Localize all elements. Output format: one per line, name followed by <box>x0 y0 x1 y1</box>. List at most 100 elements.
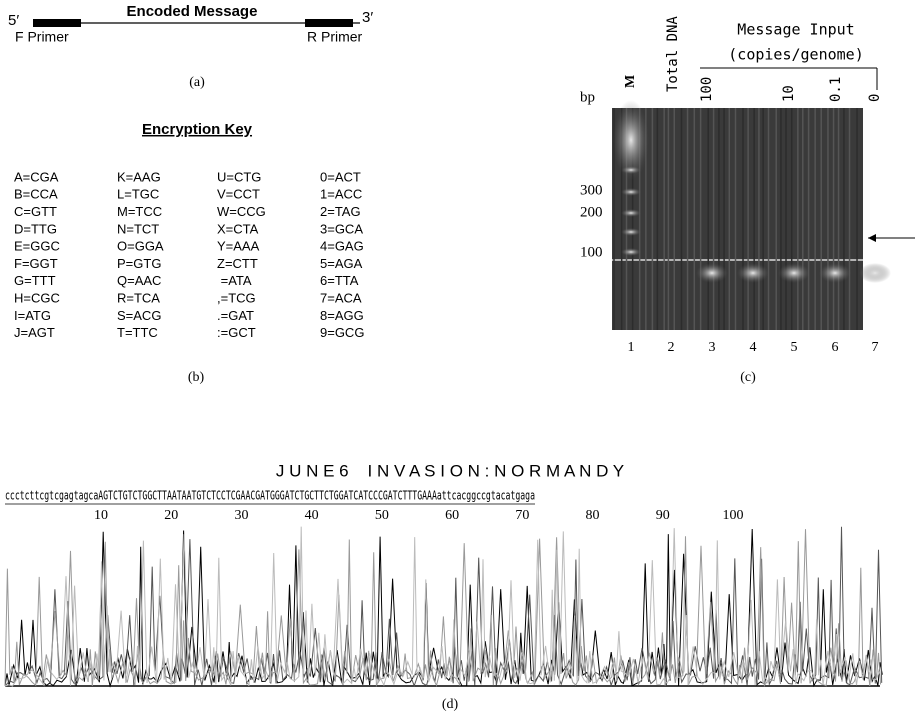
key-entry: D=TTG <box>14 221 57 236</box>
panel-a: 5′ 3′ Encoded Message F Primer R Primer … <box>8 3 373 90</box>
panel-label: (d) <box>442 697 459 712</box>
input-title: Message Input <box>737 21 854 39</box>
ladder-band <box>621 166 641 174</box>
key-entry: I=ATG <box>14 308 51 323</box>
key-entry: L=TGC <box>117 187 159 202</box>
bp-label: bp <box>580 89 595 105</box>
product-band <box>778 263 810 283</box>
r-primer: R Primer <box>307 29 363 45</box>
message-title: J U N E 6 I N V A S I O N : N O R M A N … <box>276 461 624 480</box>
key-entry: E=GGC <box>14 239 60 254</box>
key-entry: O=GGA <box>117 239 164 254</box>
key-entry: Y=AAA <box>217 239 260 254</box>
product-band <box>737 263 769 283</box>
position-tick: 50 <box>375 508 389 523</box>
key-entry: W=CCG <box>217 204 266 219</box>
f-primer: F Primer <box>15 29 69 45</box>
product-band <box>859 263 891 283</box>
input-copies: 0.1 <box>828 77 844 102</box>
lane-number: 2 <box>668 340 675 355</box>
arrow-head <box>868 234 876 242</box>
ladder-band <box>621 209 641 217</box>
ladder-band <box>621 248 641 256</box>
position-tick: 20 <box>164 508 178 523</box>
key-entry: H=CGC <box>14 291 60 306</box>
f-primer-box <box>33 19 81 27</box>
key-entry: =ATA <box>217 273 252 288</box>
figure: 5′ 3′ Encoded Message F Primer R Primer … <box>0 0 923 721</box>
position-tick: 60 <box>445 508 459 523</box>
input-units: (copies/genome) <box>728 46 863 64</box>
input-copies: 10 <box>781 85 797 102</box>
key-entry: 9=GCG <box>320 325 364 340</box>
key-entry: 4=GAG <box>320 239 364 254</box>
r-primer-box <box>305 19 353 27</box>
key-entry: 5=AGA <box>320 256 363 271</box>
key-entry: ,=TCG <box>217 291 256 306</box>
key-entry: M=TCC <box>117 204 162 219</box>
key-entry: P=GTG <box>117 256 161 271</box>
key-entry: .=GAT <box>217 308 254 323</box>
key-entry: N=TCT <box>117 221 159 236</box>
lane-number: 6 <box>832 340 839 355</box>
position-tick: 90 <box>656 508 670 523</box>
key-entry: :=GCT <box>217 325 256 340</box>
lane-number: 1 <box>628 340 635 355</box>
key-entry: G=TTT <box>14 273 56 288</box>
key-entry: Q=AAC <box>117 273 161 288</box>
position-tick: 40 <box>305 508 319 523</box>
marker-label: M <box>623 75 638 88</box>
key-entry: 8=AGG <box>320 308 364 323</box>
product-band <box>819 263 851 283</box>
position-tick: 70 <box>515 508 529 523</box>
lane-number: 7 <box>872 340 879 355</box>
key-title: Encryption Key <box>142 121 253 138</box>
lane-number: 4 <box>750 340 757 355</box>
input-copies: 100 <box>699 77 715 102</box>
position-tick: 80 <box>586 508 600 523</box>
key-entry: 1=ACC <box>320 187 362 202</box>
key-entry: S=ACG <box>117 308 161 323</box>
input-copies: 0 <box>867 94 883 102</box>
panel-d: J U N E 6 I N V A S I O N : N O R M A N … <box>5 461 882 712</box>
ladder-band <box>621 228 641 236</box>
key-entry: 7=ACA <box>320 291 362 306</box>
sequence: ccctcttcgtcgagtagcaAGTCTGTCTGGCTTAATAATG… <box>5 489 535 503</box>
key-entry: 3=GCA <box>320 221 363 236</box>
panel-label: (a) <box>189 75 205 90</box>
key-entry: K=AAG <box>117 169 161 184</box>
panel-label: (b) <box>188 370 205 385</box>
panel-c: bp M Total DNA Message Input (copies/gen… <box>580 16 915 386</box>
key-entry: X=CTA <box>217 221 259 236</box>
total-dna: Total DNA <box>665 16 681 92</box>
key-entry: 0=ACT <box>320 169 361 184</box>
key-entry: U=CTG <box>217 169 261 184</box>
three-prime: 3′ <box>362 9 373 26</box>
size-marker: 100 <box>580 244 603 260</box>
position-tick: 100 <box>723 508 744 523</box>
key-entry: V=CCT <box>217 187 260 202</box>
key-entry: T=TTC <box>117 325 158 340</box>
gel <box>612 108 863 330</box>
size-marker: 300 <box>580 182 603 198</box>
key-entry: R=TCA <box>117 291 160 306</box>
five-prime: 5′ <box>8 12 19 29</box>
encoded-message: Encoded Message <box>127 3 258 20</box>
size-marker: 200 <box>580 204 603 220</box>
ladder-band <box>621 188 641 196</box>
key-entry: J=AGT <box>14 325 55 340</box>
key-entry: 6=TTA <box>320 273 359 288</box>
position-tick: 30 <box>234 508 248 523</box>
key-entry: B=CCA <box>14 187 58 202</box>
key-entry: A=CGA <box>14 169 59 184</box>
key-entry: Z=CTT <box>217 256 258 271</box>
panel-label: (c) <box>740 370 756 385</box>
lane-number: 5 <box>791 340 798 355</box>
key-entry: 2=TAG <box>320 204 361 219</box>
key-entry: F=GGT <box>14 256 58 271</box>
product-band <box>696 263 728 283</box>
lane-number: 3 <box>709 340 716 355</box>
position-tick: 10 <box>94 508 108 523</box>
key-entry: C=GTT <box>14 204 57 219</box>
panel-b: Encryption Key (b) A=CGA B=CCA C=GTT D=TTG E… <box>14 121 364 385</box>
